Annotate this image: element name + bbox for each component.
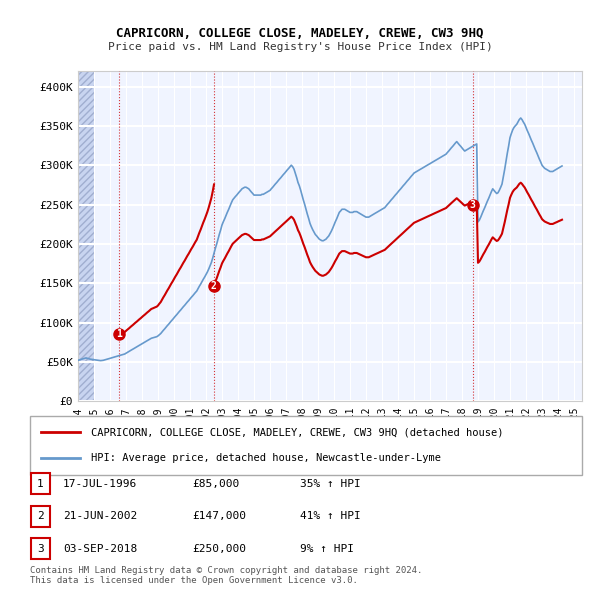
Text: 21-JUN-2002: 21-JUN-2002 [63, 512, 137, 521]
Text: Price paid vs. HM Land Registry's House Price Index (HPI): Price paid vs. HM Land Registry's House … [107, 42, 493, 53]
Text: 41% ↑ HPI: 41% ↑ HPI [300, 512, 361, 521]
Text: CAPRICORN, COLLEGE CLOSE, MADELEY, CREWE, CW3 9HQ: CAPRICORN, COLLEGE CLOSE, MADELEY, CREWE… [116, 27, 484, 40]
Text: 3: 3 [37, 544, 44, 553]
Text: 2: 2 [211, 281, 217, 290]
Text: 1: 1 [116, 329, 122, 339]
Text: 1: 1 [37, 479, 44, 489]
Text: This data is licensed under the Open Government Licence v3.0.: This data is licensed under the Open Gov… [30, 576, 358, 585]
Text: HPI: Average price, detached house, Newcastle-under-Lyme: HPI: Average price, detached house, Newc… [91, 454, 441, 463]
Text: CAPRICORN, COLLEGE CLOSE, MADELEY, CREWE, CW3 9HQ (detached house): CAPRICORN, COLLEGE CLOSE, MADELEY, CREWE… [91, 428, 503, 437]
Text: 17-JUL-1996: 17-JUL-1996 [63, 479, 137, 489]
FancyBboxPatch shape [31, 506, 50, 527]
Text: 2: 2 [37, 512, 44, 521]
FancyBboxPatch shape [31, 473, 50, 494]
Bar [78, 71, 94, 401]
Text: 03-SEP-2018: 03-SEP-2018 [63, 544, 137, 553]
Text: 9% ↑ HPI: 9% ↑ HPI [300, 544, 354, 553]
Bar [78, 71, 94, 401]
FancyBboxPatch shape [31, 538, 50, 559]
Text: 3: 3 [470, 199, 476, 209]
Text: £250,000: £250,000 [192, 544, 246, 553]
FancyBboxPatch shape [30, 416, 582, 475]
Text: £147,000: £147,000 [192, 512, 246, 521]
Text: 35% ↑ HPI: 35% ↑ HPI [300, 479, 361, 489]
Text: Contains HM Land Registry data © Crown copyright and database right 2024.: Contains HM Land Registry data © Crown c… [30, 566, 422, 575]
Text: £85,000: £85,000 [192, 479, 239, 489]
